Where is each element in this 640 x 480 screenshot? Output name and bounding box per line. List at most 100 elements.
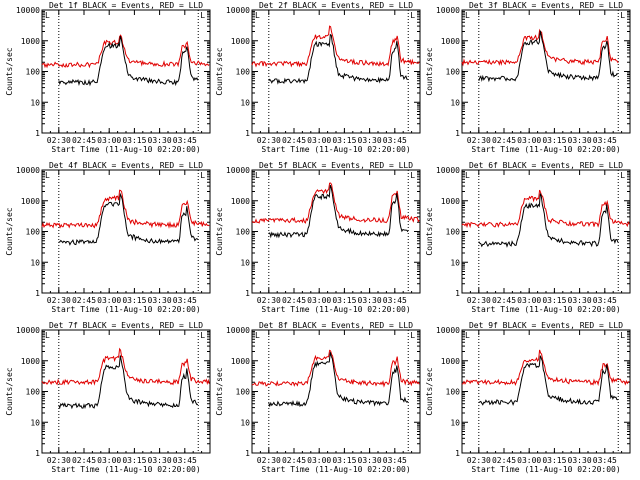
x-tick-label: 03:45 — [593, 456, 617, 465]
x-tick-label: 02:30 — [47, 136, 71, 145]
y-axis-label: Counts/sec — [425, 47, 434, 95]
x-tick-label: 03:15 — [542, 136, 566, 145]
interval-marker-label: L — [200, 11, 205, 20]
y-axis-label: Counts/sec — [215, 47, 224, 95]
detector-panel: Det 8f BLACK = Events, RED = LLD 1 10 100 10… — [215, 321, 421, 474]
events-series-line — [478, 193, 619, 248]
x-axis-label: Start Time (11-Aug-10 02:20:00) — [261, 145, 410, 154]
detector-panel: Det 6f BLACK = Events, RED = LLD 1 10 100 10… — [425, 161, 631, 314]
panel-title: Det 1f BLACK = Events, RED = LLD — [49, 1, 203, 10]
x-tick-label: 02:45 — [282, 296, 306, 305]
interval-marker-label: L — [45, 11, 50, 20]
x-tick-label: 03:45 — [383, 296, 407, 305]
x-tick-label: 03:00 — [307, 136, 331, 145]
y-tick-label: 10 — [30, 418, 40, 427]
detector-panel: Det 4f BLACK = Events, RED = LLD 1 10 100 10… — [5, 161, 211, 314]
events-series-line — [58, 355, 198, 410]
lld-series-line — [251, 25, 420, 68]
plot-frame — [41, 9, 211, 134]
panel-title: Det 5f BLACK = Events, RED = LLD — [259, 161, 413, 170]
x-tick-label: 03:30 — [148, 456, 172, 465]
y-tick-label: 10000 — [16, 166, 40, 175]
interval-marker-label: L — [465, 171, 470, 180]
interval-marker-label: L — [200, 331, 205, 340]
y-tick-label: 1000 — [21, 197, 40, 206]
x-tick-label: 03:30 — [568, 296, 592, 305]
y-tick-label: 1000 — [441, 197, 460, 206]
x-tick-label: 03:15 — [122, 456, 146, 465]
plot-frame — [251, 9, 421, 134]
interval-marker-label: L — [465, 11, 470, 20]
events-series-line — [478, 30, 619, 83]
y-tick-label: 100 — [236, 388, 251, 397]
x-tick-label: 03:15 — [332, 296, 356, 305]
y-tick-label: 10 — [450, 418, 460, 427]
x-tick-label: 03:15 — [122, 296, 146, 305]
interval-marker-label: L — [45, 171, 50, 180]
y-tick-label: 100 — [236, 68, 251, 77]
y-tick-label: 100 — [26, 68, 41, 77]
x-tick-label: 02:45 — [282, 136, 306, 145]
y-axis-label: Counts/sec — [425, 207, 434, 255]
y-tick-label: 1 — [455, 289, 460, 298]
x-tick-label: 03:30 — [568, 456, 592, 465]
events-series-line — [58, 35, 199, 87]
interval-marker-label: L — [45, 331, 50, 340]
x-tick-label: 03:30 — [148, 136, 172, 145]
events-series-line — [478, 355, 618, 407]
y-tick-label: 10000 — [226, 6, 250, 15]
detector-panel: Det 7f BLACK = Events, RED = LLD 1 10 100 10… — [5, 321, 211, 474]
x-tick-label: 02:30 — [257, 136, 281, 145]
x-tick-label: 03:30 — [358, 296, 382, 305]
y-tick-label: 10000 — [436, 166, 460, 175]
x-tick-label: 03:00 — [517, 456, 541, 465]
y-tick-label: 100 — [26, 388, 41, 397]
y-tick-label: 100 — [446, 388, 461, 397]
x-tick-label: 02:45 — [72, 296, 96, 305]
x-axis-label: Start Time (11-Aug-10 02:20:00) — [261, 465, 410, 474]
y-tick-label: 1000 — [231, 357, 250, 366]
interval-marker-label: L — [620, 331, 625, 340]
x-axis-label: Start Time (11-Aug-10 02:20:00) — [471, 465, 620, 474]
y-tick-label: 10 — [30, 98, 40, 107]
panel-title: Det 6f BLACK = Events, RED = LLD — [469, 161, 623, 170]
x-tick-label: 02:30 — [467, 456, 491, 465]
x-tick-label: 02:45 — [492, 296, 516, 305]
panel-title: Det 2f BLACK = Events, RED = LLD — [259, 1, 413, 10]
y-tick-label: 10 — [450, 258, 460, 267]
x-tick-label: 02:45 — [282, 456, 306, 465]
y-tick-label: 10000 — [436, 326, 460, 335]
x-axis-label: Start Time (11-Aug-10 02:20:00) — [471, 305, 620, 314]
panel-title: Det 7f BLACK = Events, RED = LLD — [49, 321, 203, 330]
x-tick-label: 02:45 — [492, 456, 516, 465]
x-tick-label: 03:45 — [173, 296, 197, 305]
interval-marker-label: L — [465, 331, 470, 340]
y-axis-label: Counts/sec — [5, 367, 14, 415]
y-tick-label: 1000 — [21, 357, 40, 366]
detector-panel: Det 1f BLACK = Events, RED = LLD 1 10 100 10… — [5, 1, 211, 154]
y-tick-label: 1000 — [231, 197, 250, 206]
events-series-line — [268, 184, 409, 239]
x-tick-label: 03:00 — [517, 296, 541, 305]
y-tick-label: 10 — [450, 98, 460, 107]
interval-marker-label: L — [620, 171, 625, 180]
x-tick-label: 03:45 — [173, 456, 197, 465]
x-tick-label: 03:30 — [358, 136, 382, 145]
plot-frame — [251, 329, 421, 454]
y-tick-label: 1 — [35, 129, 40, 138]
y-tick-label: 1 — [455, 449, 460, 458]
lld-series-line — [41, 189, 210, 229]
x-tick-label: 03:00 — [97, 296, 121, 305]
y-axis-label: Counts/sec — [215, 207, 224, 255]
y-axis-label: Counts/sec — [5, 47, 14, 95]
plot-frame — [461, 9, 631, 134]
interval-marker-label: L — [410, 171, 415, 180]
y-axis-label: Counts/sec — [5, 207, 14, 255]
x-axis-label: Start Time (11-Aug-10 02:20:00) — [51, 305, 200, 314]
y-tick-label: 10 — [240, 98, 250, 107]
x-tick-label: 02:30 — [257, 456, 281, 465]
detector-panel: Det 3f BLACK = Events, RED = LLD 1 10 100 10… — [425, 1, 631, 154]
lld-series-line — [41, 347, 210, 386]
x-tick-label: 03:45 — [593, 136, 617, 145]
y-tick-label: 10 — [240, 418, 250, 427]
